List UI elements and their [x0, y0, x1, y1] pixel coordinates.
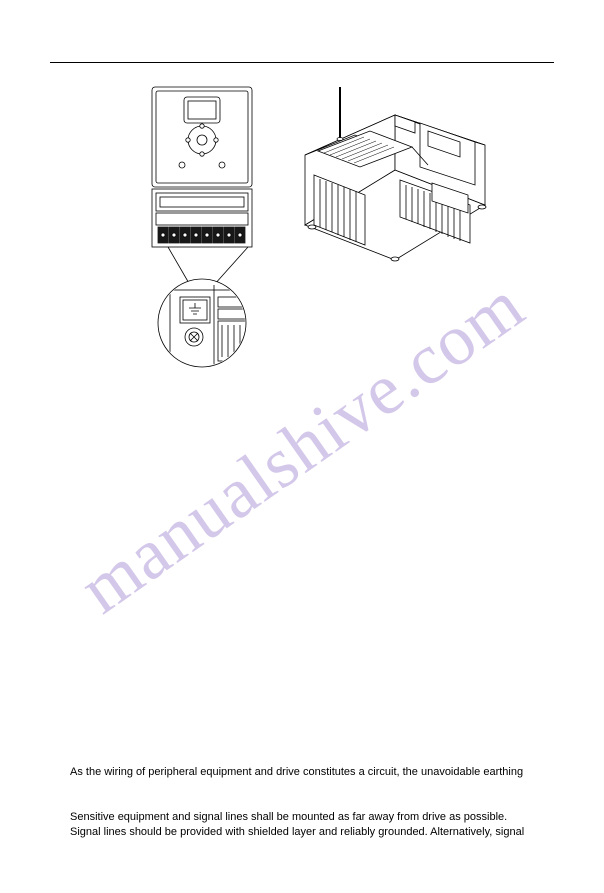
page: manualshive.com As the wiring of periphe… — [0, 0, 604, 893]
figures-row — [0, 85, 604, 385]
top-horizontal-rule — [50, 62, 554, 63]
drive-iso-svg — [300, 85, 490, 265]
figure-drive-isometric — [300, 85, 490, 270]
paragraph-2-line2: Signal lines should be provided with shi… — [70, 826, 524, 838]
paragraph-2: Sensitive equipment and signal lines sha… — [70, 810, 554, 840]
figure-drive-front — [150, 85, 260, 380]
paragraph-2-line1: Sensitive equipment and signal lines sha… — [70, 811, 507, 823]
drive-front-svg — [150, 85, 260, 375]
paragraph-1: As the wiring of peripheral equipment an… — [70, 765, 554, 780]
